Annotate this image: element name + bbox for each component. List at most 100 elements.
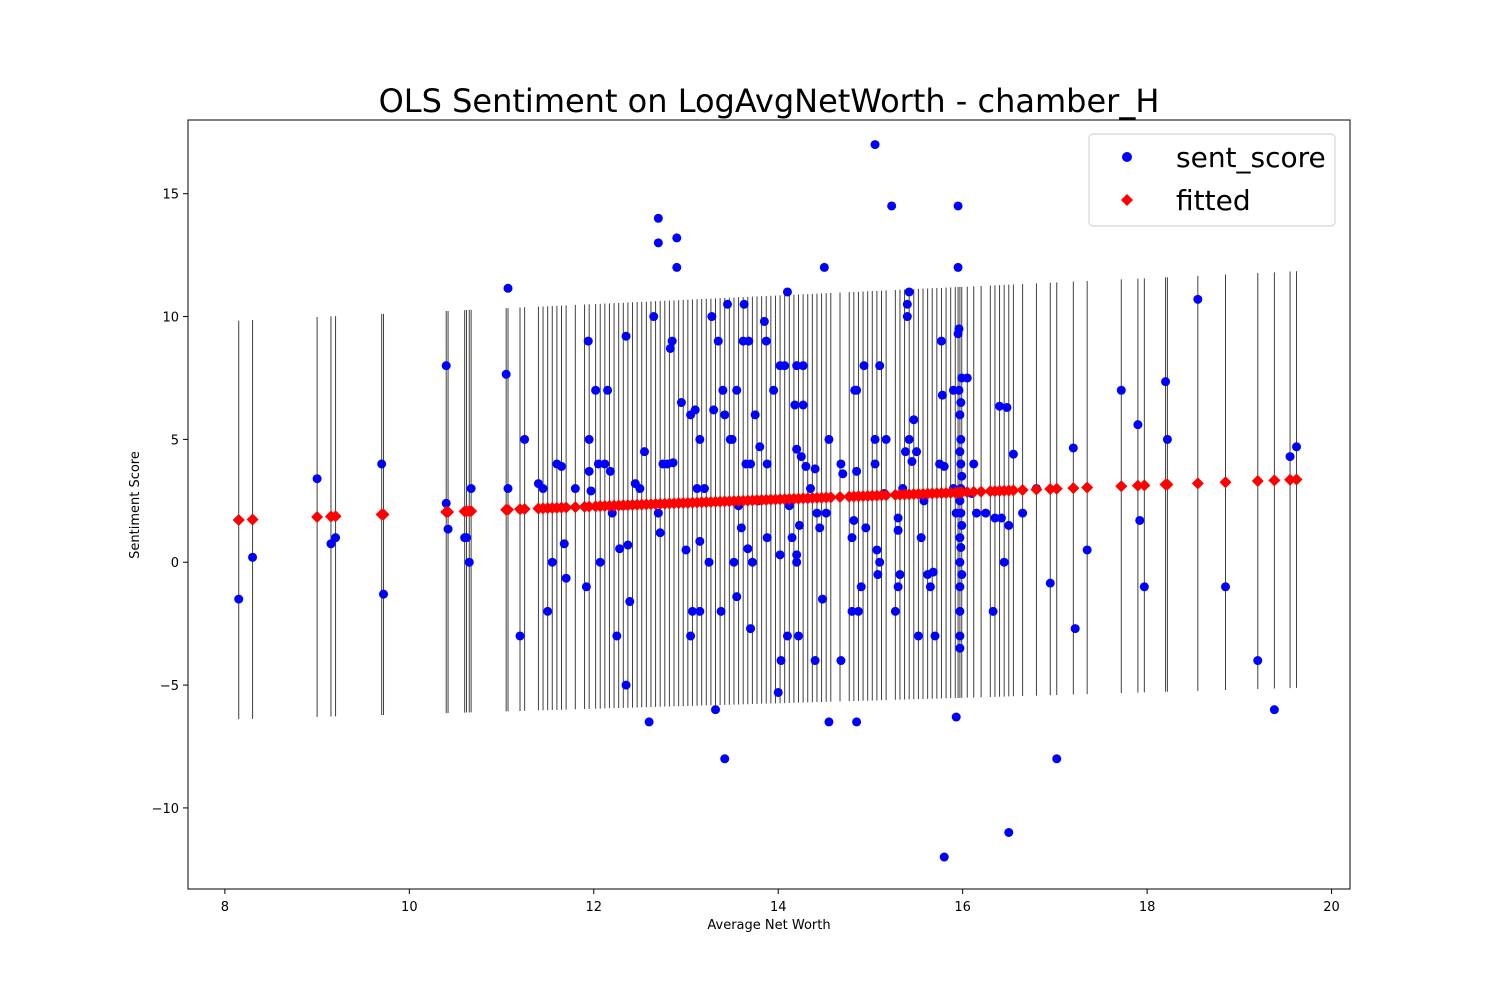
sent-score-point: [649, 312, 659, 322]
sent-score-point: [928, 567, 938, 577]
sent-score-point: [988, 606, 998, 616]
fitted-point: [880, 489, 893, 502]
sent-score-point: [441, 498, 451, 508]
sent-score-point: [612, 631, 622, 641]
sent-score-point: [655, 528, 665, 538]
sent-score-point: [847, 606, 857, 616]
sent-score-point: [248, 552, 258, 562]
x-tick-label: 12: [586, 900, 603, 915]
fitted-point: [1016, 484, 1029, 497]
sent-score-point: [377, 459, 387, 469]
sent-score-point: [956, 508, 966, 518]
sent-score-point: [859, 361, 869, 371]
sent-score-point: [1253, 656, 1263, 666]
sent-score-point: [593, 459, 603, 469]
sent-score-point: [695, 536, 705, 546]
sent-score-point: [939, 852, 949, 862]
sent-score-point: [695, 434, 705, 444]
sent-score-point: [925, 582, 935, 592]
sent-score-point: [893, 582, 903, 592]
fitted-point: [834, 491, 847, 504]
sent-score-point: [870, 140, 880, 150]
sent-score-point: [955, 557, 965, 567]
sent-score-point: [743, 544, 753, 554]
fitted-point: [560, 501, 573, 514]
sent-score-point: [812, 508, 822, 518]
sent-score-point: [1082, 545, 1092, 555]
sent-score-point: [1004, 520, 1014, 530]
sent-score-point: [909, 415, 919, 425]
sent-score-point: [1008, 449, 1018, 459]
sent-score-point: [817, 594, 827, 604]
sent-score-point: [750, 410, 760, 420]
sent-score-point: [957, 520, 967, 530]
fitted-point: [377, 508, 390, 521]
sent-score-point: [635, 484, 645, 494]
sent-score-point: [711, 705, 721, 715]
sent-score-point: [890, 606, 900, 616]
sent-score-point: [904, 287, 914, 297]
sent-score-point: [953, 201, 963, 211]
sent-score-point: [957, 570, 967, 580]
sent-score-point: [969, 459, 979, 469]
sent-score-point: [704, 557, 714, 567]
sent-score-point: [462, 533, 472, 543]
fitted-point: [569, 501, 582, 514]
sent-score-point: [699, 484, 709, 494]
legend-box: [1088, 133, 1336, 227]
sent-score-point: [824, 434, 834, 444]
sent-score-point: [861, 523, 871, 533]
sent-score-point: [640, 447, 649, 457]
sent-score-point: [379, 589, 389, 599]
sent-score-point: [1018, 508, 1028, 518]
fitted-point: [824, 491, 837, 504]
fitted-point: [311, 510, 324, 523]
sent-score-point: [870, 459, 880, 469]
sent-score-point: [794, 631, 804, 641]
sent-score-point: [951, 712, 961, 722]
sent-score-point: [1292, 442, 1302, 452]
sent-score-point: [904, 434, 914, 444]
sent-score-point: [543, 606, 553, 616]
sent-score-point: [667, 336, 677, 346]
sent-score-point: [792, 444, 802, 454]
fitted-point: [1115, 480, 1128, 493]
sent-score-point: [852, 717, 862, 727]
fitted-point: [1191, 477, 1204, 490]
x-tick-label: 16: [954, 900, 971, 915]
fitted-point: [1007, 484, 1020, 497]
sent-score-point: [838, 469, 848, 479]
sent-score-point: [819, 262, 829, 272]
sent-score-point: [792, 361, 802, 371]
sent-score-point: [853, 606, 863, 616]
x-tick-label: 14: [770, 900, 787, 915]
sent-score-point: [681, 545, 691, 555]
sent-score-point: [615, 544, 625, 554]
sent-score-point: [815, 523, 825, 533]
sent-score-point: [1052, 754, 1062, 764]
sent-score-point: [990, 513, 1000, 523]
sent-score-point: [695, 606, 705, 616]
sent-score-point: [1068, 443, 1078, 453]
sent-score-point: [801, 461, 811, 471]
sent-score-point: [930, 631, 940, 641]
fitted-point: [1131, 479, 1144, 492]
sent-score-point: [873, 570, 883, 580]
sent-score-point: [836, 459, 846, 469]
sent-score-point: [1269, 705, 1279, 715]
y-tick-label: 5: [171, 433, 179, 448]
sent-score-point: [1161, 377, 1171, 387]
sent-score-point: [999, 557, 1009, 567]
sent-score-point: [668, 458, 678, 468]
fitted-point: [1268, 474, 1281, 487]
sent-score-point: [718, 385, 728, 395]
sent-score-point: [520, 434, 530, 444]
fitted-point: [1050, 482, 1063, 495]
sent-score-point: [570, 484, 580, 494]
sent-score-point: [443, 524, 453, 534]
sent-score-point: [653, 213, 663, 223]
fitted-point: [961, 486, 974, 499]
sent-score-point: [747, 557, 757, 567]
sent-score-point: [557, 461, 566, 471]
